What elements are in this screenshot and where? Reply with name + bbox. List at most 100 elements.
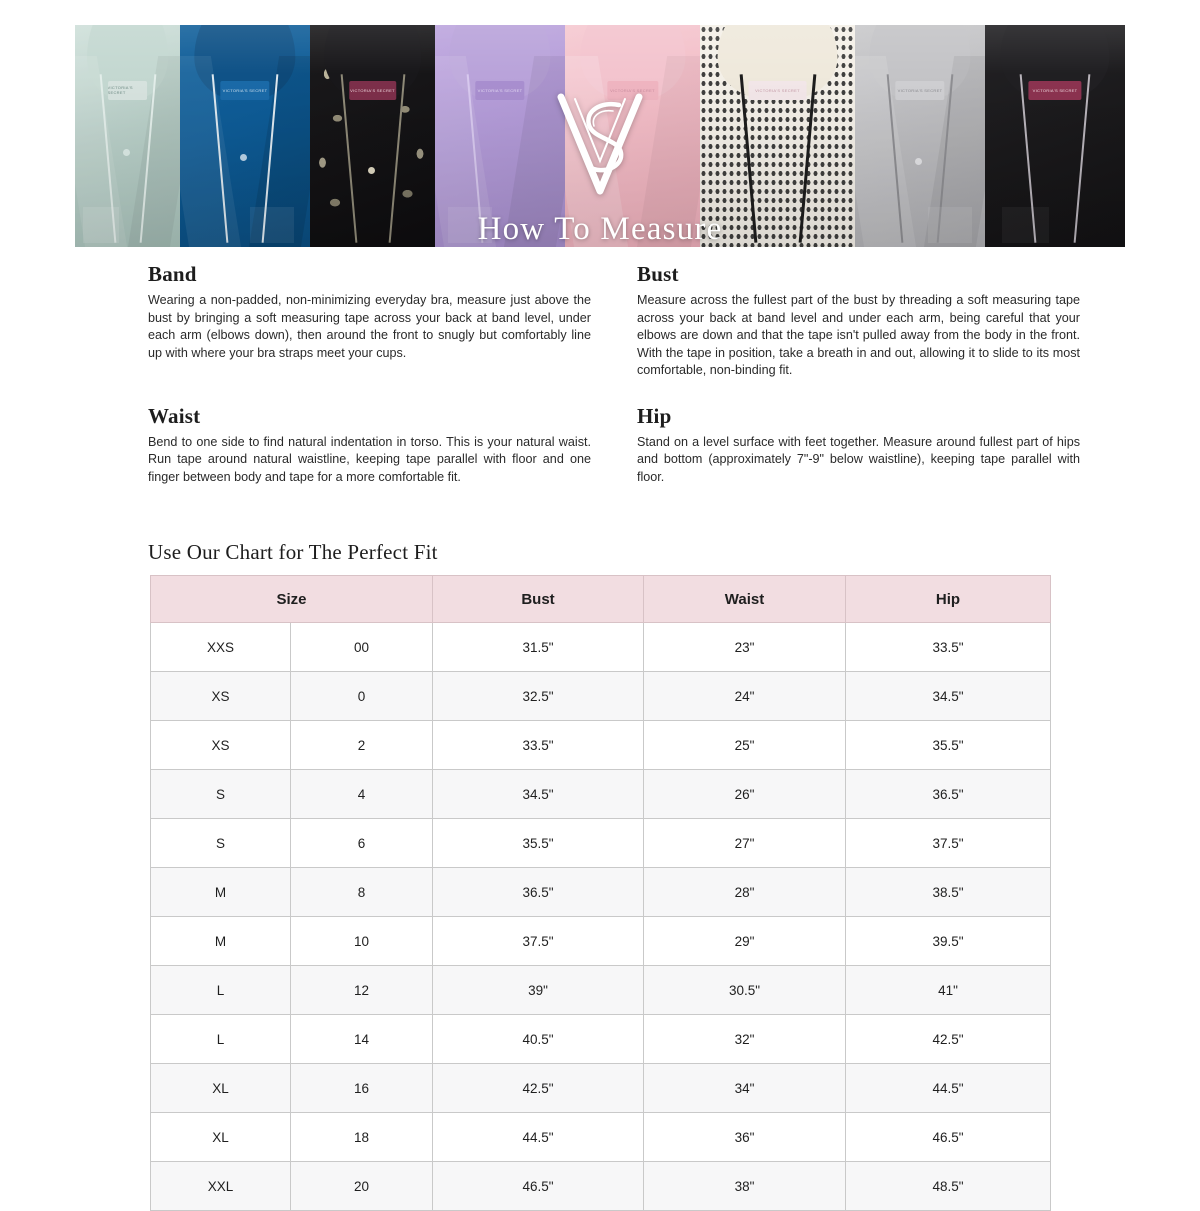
table-row: XS 2 33.5" 25" 35.5"	[150, 720, 1052, 770]
panel-black-floral: VICTORIA'S SECRET	[310, 25, 435, 247]
band-heading: Band	[148, 262, 197, 286]
table-row: M 8 36.5" 28" 38.5"	[150, 867, 1052, 917]
cell-hip: 37.5"	[845, 818, 1052, 868]
measure-row-top: Band Wearing a non-padded, non-minimizin…	[148, 262, 1080, 380]
brand-label: VICTORIA'S SECRET	[895, 80, 945, 101]
cell-waist: 26"	[643, 769, 847, 819]
cell-size: XS	[150, 671, 291, 721]
table-row: XL 18 44.5" 36" 46.5"	[150, 1112, 1052, 1162]
table-row: S 4 34.5" 26" 36.5"	[150, 769, 1052, 819]
brand-label: VICTORIA'S SECRET	[606, 80, 659, 101]
cell-size: L	[150, 1014, 291, 1064]
cell-size: XL	[150, 1063, 291, 1113]
pocket	[250, 207, 295, 243]
button-dot	[367, 167, 375, 175]
hip-heading: Hip	[637, 403, 672, 428]
table-row: XL 16 42.5" 34" 44.5"	[150, 1063, 1052, 1113]
bust-heading: Bust	[637, 262, 679, 286]
panel-pink: VICTORIA'S SECRET	[565, 25, 700, 247]
cell-bust: 40.5"	[432, 1014, 645, 1064]
panel-lilac: VICTORIA'S SECRET	[435, 25, 565, 247]
measure-row-bottom: Waist Bend to one side to find natural i…	[148, 404, 1080, 487]
cell-waist: 27"	[643, 818, 847, 868]
table-row: XXL 20 46.5" 38" 48.5"	[150, 1161, 1052, 1211]
pocket	[1001, 207, 1050, 243]
panel-black: VICTORIA'S SECRET	[985, 25, 1125, 247]
cell-hip: 44.5"	[845, 1063, 1052, 1113]
measure-section-hip: Hip Stand on a level surface with feet t…	[637, 404, 1080, 487]
cell-bust: 33.5"	[432, 720, 645, 770]
table-row: M 10 37.5" 29" 39.5"	[150, 916, 1052, 966]
cell-waist: 25"	[643, 720, 847, 770]
cell-waist: 30.5"	[643, 965, 847, 1015]
measure-section-band: Band Wearing a non-padded, non-minimizin…	[148, 262, 591, 380]
cell-waist: 24"	[643, 671, 847, 721]
cell-waist: 38"	[643, 1161, 847, 1211]
cell-bust: 37.5"	[432, 916, 645, 966]
cell-waist: 28"	[643, 867, 847, 917]
cell-hip: 36.5"	[845, 769, 1052, 819]
cell-number: 12	[289, 965, 434, 1015]
cell-number: 20	[289, 1161, 434, 1211]
brand-label: VICTORIA'S SECRET	[475, 80, 525, 101]
brand-label: VICTORIA'S SECRET	[1028, 80, 1082, 101]
cell-number: 16	[289, 1063, 434, 1113]
cell-hip: 39.5"	[845, 916, 1052, 966]
cell-waist: 36"	[643, 1112, 847, 1162]
bust-body: Measure across the fullest part of the b…	[637, 293, 1080, 377]
table-header: Size Bust Waist Hip	[149, 575, 1052, 623]
cell-waist: 32"	[643, 1014, 847, 1064]
cell-number: 0	[289, 671, 434, 721]
column-header-size: Size	[149, 575, 434, 623]
cell-bust: 36.5"	[432, 867, 645, 917]
button-dot	[914, 158, 922, 166]
hip-body: Stand on a level surface with feet toget…	[637, 434, 1080, 484]
button-dot	[123, 149, 131, 157]
cell-number: 14	[289, 1014, 434, 1064]
button-dot	[239, 153, 247, 161]
waist-body: Bend to one side to find natural indenta…	[148, 434, 591, 484]
table-row: S 6 35.5" 27" 37.5"	[150, 818, 1052, 868]
panel-gray: VICTORIA'S SECRET	[855, 25, 985, 247]
cell-bust: 32.5"	[432, 671, 645, 721]
cell-number: 2	[289, 720, 434, 770]
brand-label: VICTORIA'S SECRET	[220, 80, 270, 101]
panel-teal: VICTORIA'S SECRET	[180, 25, 310, 247]
cell-hip: 41"	[845, 965, 1052, 1015]
cell-hip: 46.5"	[845, 1112, 1052, 1162]
pocket	[927, 207, 972, 243]
table-row: L 14 40.5" 32" 42.5"	[150, 1014, 1052, 1064]
cell-bust: 34.5"	[432, 769, 645, 819]
table-header-row: Size Bust Waist Hip	[149, 575, 1052, 623]
cell-size: S	[150, 769, 291, 819]
cell-bust: 42.5"	[432, 1063, 645, 1113]
cell-number: 4	[289, 769, 434, 819]
column-header-bust: Bust	[432, 575, 645, 623]
table-row: XXS 00 31.5" 23" 33.5"	[150, 622, 1052, 672]
column-header-hip: Hip	[845, 575, 1052, 623]
pocket	[448, 207, 493, 243]
cell-hip: 35.5"	[845, 720, 1052, 770]
cell-bust: 39"	[432, 965, 645, 1015]
brand-label: VICTORIA'S SECRET	[348, 80, 397, 101]
cell-size: S	[150, 818, 291, 868]
cell-size: M	[150, 867, 291, 917]
cell-waist: 34"	[643, 1063, 847, 1113]
brand-label: VICTORIA'S SECRET	[748, 80, 807, 101]
cell-size: XXL	[150, 1161, 291, 1211]
panel-polka-dot: VICTORIA'S SECRET	[700, 25, 855, 247]
measure-section-bust: Bust Measure across the fullest part of …	[637, 262, 1080, 380]
cell-size: XL	[150, 1112, 291, 1162]
cell-hip: 48.5"	[845, 1161, 1052, 1211]
panel-mint: VICTORIA'S SECRET	[75, 25, 180, 247]
cell-hip: 33.5"	[845, 622, 1052, 672]
cell-hip: 34.5"	[845, 671, 1052, 721]
band-body: Wearing a non-padded, non-minimizing eve…	[148, 293, 591, 360]
table-row: XS 0 32.5" 24" 34.5"	[150, 671, 1052, 721]
cell-number: 8	[289, 867, 434, 917]
pocket	[83, 207, 120, 243]
measure-instructions: Band Wearing a non-padded, non-minimizin…	[148, 262, 1080, 486]
cell-waist: 29"	[643, 916, 847, 966]
cell-number: 10	[289, 916, 434, 966]
column-header-waist: Waist	[643, 575, 847, 623]
